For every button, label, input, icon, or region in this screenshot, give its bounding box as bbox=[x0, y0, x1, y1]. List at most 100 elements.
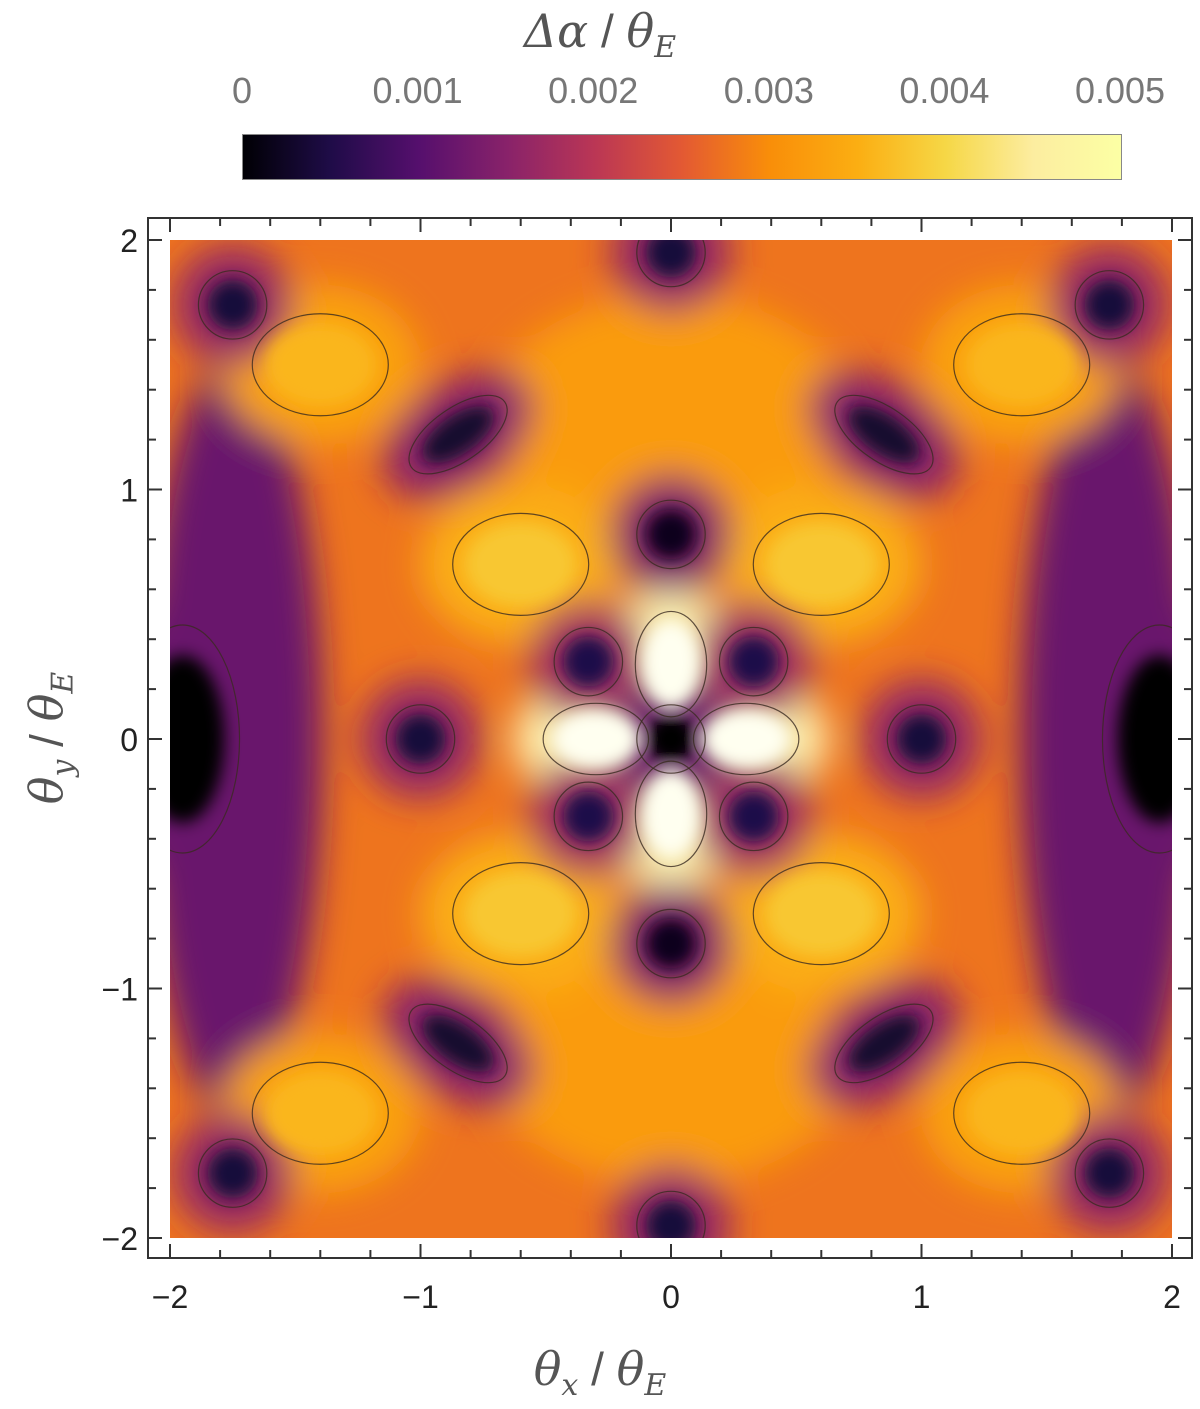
plot-area: −2 −1 0 1 2 2 1 0 −1 −2 bbox=[0, 190, 1200, 1404]
maximum-contour-4 bbox=[452, 512, 590, 616]
minimum-contour-1 bbox=[385, 704, 456, 774]
minimum-core-0 bbox=[645, 713, 697, 765]
heatmap-cores bbox=[170, 240, 1172, 1238]
minimum-core-13 bbox=[170, 655, 225, 823]
y-tick-label-4: −2 bbox=[102, 1221, 138, 1257]
maximum-contour-5 bbox=[752, 512, 890, 616]
colorbar-tick-label-5: 0.005 bbox=[1074, 70, 1166, 111]
colorbar-tick-label-1: 0.001 bbox=[372, 70, 463, 111]
maximum-core-7 bbox=[765, 871, 878, 956]
colorbar-tick-label-3: 0.003 bbox=[723, 70, 814, 111]
maximum-contour-11 bbox=[953, 1061, 1091, 1165]
minimum-contour-6 bbox=[718, 626, 789, 697]
maximum-core-4 bbox=[464, 522, 577, 607]
center-band-0 bbox=[491, 294, 851, 535]
maximum-core-8 bbox=[264, 322, 377, 407]
minimum-contour-7 bbox=[553, 781, 624, 852]
colorbar bbox=[242, 134, 1122, 180]
minimum-core-16 bbox=[1084, 279, 1135, 331]
minimum-core-4 bbox=[645, 918, 697, 969]
minimum-core-5 bbox=[563, 636, 614, 687]
minimum-core-11 bbox=[421, 1014, 495, 1073]
y-axis-label: θy / θE bbox=[19, 672, 80, 805]
maximum-contour-7 bbox=[752, 862, 890, 966]
x-tick-label-2: 0 bbox=[662, 1279, 680, 1315]
minimum-contour-0 bbox=[636, 704, 706, 774]
center-band-1 bbox=[491, 943, 851, 1184]
y-label-sub-e: E bbox=[45, 671, 81, 694]
maximum-contour-8 bbox=[251, 313, 389, 417]
maximum-core-5 bbox=[765, 522, 878, 607]
minimum-core-9 bbox=[421, 405, 495, 464]
minimum-core-20 bbox=[645, 1200, 697, 1238]
minimum-contour-20 bbox=[636, 1190, 706, 1238]
heatmap-plot: −2 −1 0 1 2 2 1 0 −1 −2 bbox=[102, 217, 1193, 1315]
minimum-core-14 bbox=[1117, 655, 1172, 823]
y-label-theta: θ bbox=[19, 776, 74, 805]
y-tick-label-1: 1 bbox=[120, 473, 138, 509]
colorbar-tick-label-4: 0.004 bbox=[899, 70, 990, 111]
minimum-core-3 bbox=[645, 509, 697, 560]
minimum-contour-14 bbox=[1101, 624, 1172, 854]
minimum-core-1 bbox=[395, 713, 446, 765]
axis-ticks: −2 −1 0 1 2 2 1 0 −1 −2 bbox=[102, 218, 1192, 1315]
minimum-core-10 bbox=[847, 405, 921, 464]
x-tick-label-4: 2 bbox=[1163, 1279, 1181, 1315]
minimum-contour-3 bbox=[636, 499, 706, 570]
colorbar-title-symbol: Δα bbox=[523, 4, 589, 58]
colorbar-title: Δα / θE bbox=[0, 0, 1200, 66]
minimum-core-18 bbox=[1084, 1147, 1135, 1199]
y-label-theta-e: θ bbox=[19, 693, 74, 722]
minimum-contour-13 bbox=[170, 624, 241, 854]
colorbar-title-sep: / bbox=[588, 5, 627, 57]
y-tick-label-3: −1 bbox=[102, 972, 138, 1008]
minimum-core-6 bbox=[728, 636, 779, 687]
minimum-contour-4 bbox=[636, 908, 706, 979]
minimum-contour-16 bbox=[1074, 270, 1145, 340]
maximum-core-9 bbox=[965, 322, 1078, 407]
x-label-theta: θ bbox=[533, 1342, 562, 1396]
minimum-contour-2 bbox=[886, 704, 957, 774]
minimum-contour-15 bbox=[197, 270, 268, 340]
x-tick-label-1: −1 bbox=[402, 1279, 438, 1315]
y-label-sep: / bbox=[20, 721, 73, 760]
maximum-core-3 bbox=[702, 709, 790, 769]
x-label-sep: / bbox=[578, 1343, 617, 1395]
y-tick-label-0: 2 bbox=[120, 223, 138, 259]
maximum-core-0 bbox=[641, 620, 701, 708]
colorbar-tick-label-0: 0 bbox=[231, 70, 253, 111]
minimum-core-7 bbox=[563, 791, 614, 842]
minimum-core-8 bbox=[728, 791, 779, 842]
minimum-core-17 bbox=[207, 1147, 258, 1199]
minimum-core-12 bbox=[847, 1014, 921, 1073]
maximum-contour-6 bbox=[452, 862, 590, 966]
y-tick-label-2: 0 bbox=[120, 722, 138, 758]
minimum-core-19 bbox=[645, 240, 697, 278]
maximum-core-2 bbox=[552, 709, 640, 769]
x-label-sub-e: E bbox=[644, 1368, 667, 1404]
maximum-core-1 bbox=[641, 770, 701, 858]
minimum-contour-18 bbox=[1074, 1138, 1145, 1208]
minimum-contour-11 bbox=[408, 1003, 508, 1084]
minimum-core-2 bbox=[896, 713, 947, 765]
maximum-contour-2 bbox=[542, 702, 650, 776]
minimum-contour-19 bbox=[636, 240, 706, 288]
minimum-contour-12 bbox=[834, 1003, 934, 1084]
x-axis-label: θx / θE bbox=[0, 1342, 1200, 1403]
minimum-contour-8 bbox=[718, 781, 789, 852]
colorbar-title-sub: E bbox=[654, 30, 677, 66]
contour-lines bbox=[170, 240, 1172, 1238]
x-label-theta-e: θ bbox=[616, 1342, 645, 1396]
maximum-contour-1 bbox=[634, 760, 708, 868]
x-tick-label-3: 1 bbox=[913, 1279, 931, 1315]
heatmap-field bbox=[170, 240, 1172, 1238]
minimum-contour-9 bbox=[408, 394, 508, 475]
colorbar-tick-label-2: 0.002 bbox=[548, 70, 639, 111]
maximum-core-6 bbox=[464, 871, 577, 956]
maximum-core-11 bbox=[965, 1071, 1078, 1156]
colorbar-title-theta: θ bbox=[626, 4, 655, 58]
maximum-contour-3 bbox=[692, 702, 800, 776]
minimum-contour-5 bbox=[553, 626, 624, 697]
minimum-contour-17 bbox=[197, 1138, 268, 1208]
maximum-contour-0 bbox=[634, 610, 708, 718]
